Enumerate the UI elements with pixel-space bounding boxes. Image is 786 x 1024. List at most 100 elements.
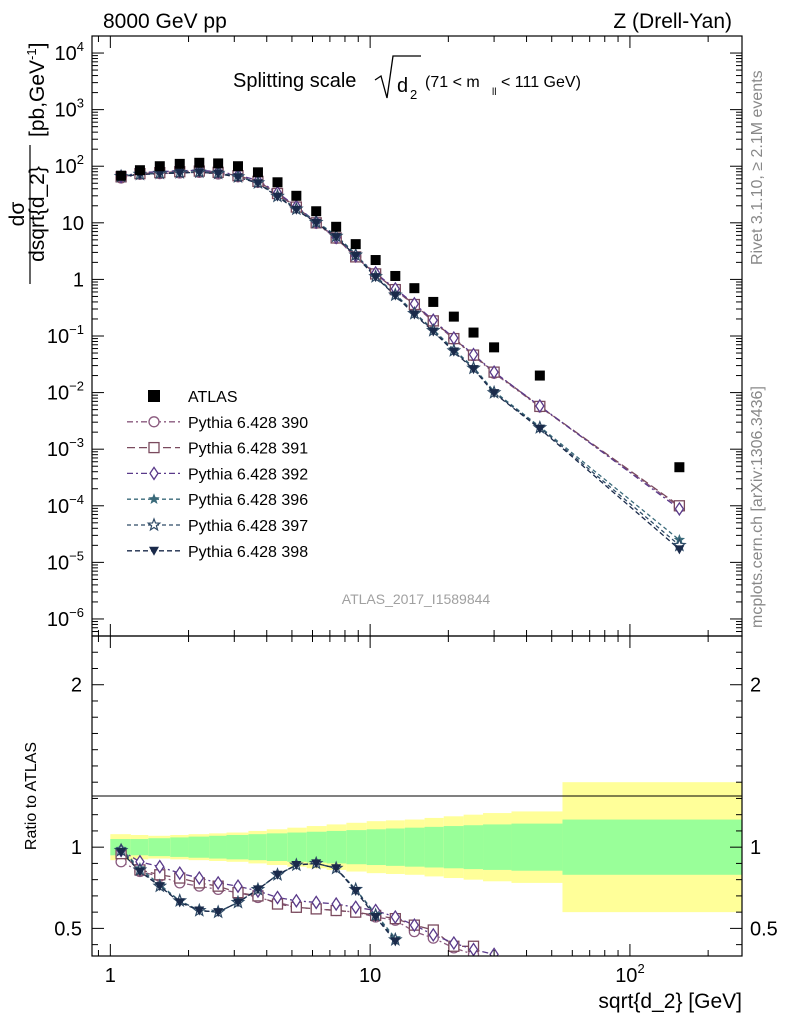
ratio-y-tick-labels: 0.5 0.5 1 1 2 2 <box>54 675 778 941</box>
inner-band-segment <box>443 826 464 869</box>
ratio-y-tick-label: 0.5 <box>54 918 82 940</box>
title-radicand-sub: 2 <box>410 87 417 102</box>
inner-band-segment <box>511 823 563 871</box>
ratio-y-tick-label: 2 <box>71 675 82 697</box>
atlas-point <box>468 327 479 338</box>
inner-band-segment <box>130 839 149 856</box>
inner-band-segment <box>170 837 189 857</box>
series-point <box>390 291 401 301</box>
ratio-series-point <box>232 898 243 908</box>
legend-label: Pythia 6.428 397 <box>188 518 308 535</box>
series-point <box>272 192 283 202</box>
inner-band-segment <box>209 835 227 859</box>
main-plot: 10−6 10−5 10−4 10−3 10−2 10−1 1 10 102 103 104 Spl… <box>6 35 743 637</box>
atlas-point <box>390 270 401 281</box>
inner-band-segment <box>226 834 249 860</box>
inner-band-segment <box>483 824 512 870</box>
inner-band-segment <box>385 828 405 866</box>
title-range-a: (71 < m <box>425 74 480 91</box>
atlas-point <box>534 370 545 381</box>
atlas-point <box>174 158 185 169</box>
y-tick-label: 104 <box>55 39 84 65</box>
legend: ATLAS Pythia 6.428 390 Pythia 6.428 391 Pyt… <box>127 389 308 561</box>
header-right: Z (Drell-Yan) <box>613 10 732 33</box>
legend-label: ATLAS <box>188 389 238 406</box>
inner-band-segment <box>248 834 267 861</box>
inner-band-segment <box>424 826 444 868</box>
series-point <box>252 179 263 189</box>
atlas-point <box>194 157 205 168</box>
legend-item: Pythia 6.428 396 <box>127 492 308 509</box>
mcplots-label: mcplots.cern.ch [arXiv:1306.3436] <box>749 386 766 628</box>
series-line <box>120 169 680 510</box>
ratio-series-point <box>291 893 302 908</box>
ratio-bands <box>110 782 742 913</box>
ratio-series-point <box>428 927 439 943</box>
atlas-point <box>409 283 420 294</box>
title-radicand: d <box>397 75 408 97</box>
main-y-axis-label: dσ dsqrt{d_2} [pb,GeV-1] <box>6 43 49 284</box>
series-point <box>291 205 302 215</box>
main-y-tick-labels: 10−6 10−5 10−4 10−3 10−2 10−1 1 10 102 103 104 <box>47 39 84 631</box>
ylabel-denominator: dsqrt{d_2} <box>26 166 49 262</box>
ratio-series-point <box>174 865 185 881</box>
legend-item: Pythia 6.428 398 <box>127 544 308 561</box>
atlas-point <box>291 190 302 201</box>
rivet-label: Rivet 3.1.10, ≥ 2.1M events <box>749 70 766 265</box>
x-tick-label: 10 <box>359 965 381 987</box>
series-point <box>213 169 224 179</box>
inner-band-segment <box>346 830 367 865</box>
y-tick-label: 10−1 <box>47 322 84 348</box>
ratio-series-point <box>409 917 420 933</box>
series-point <box>535 398 545 414</box>
y-tick-label: 10−4 <box>47 492 84 518</box>
y-tick-label: 10−6 <box>47 605 84 631</box>
main-data-points <box>116 157 685 473</box>
ratio-series-point <box>350 900 361 915</box>
y-tick-label: 10−3 <box>47 435 84 461</box>
ratio-series-point <box>291 861 302 871</box>
title-range-b: < 111 GeV) <box>501 74 581 91</box>
series-point <box>448 347 459 357</box>
legend-label: Pythia 6.428 392 <box>188 466 308 483</box>
legend-marker <box>148 441 160 454</box>
ylabel-numerator: dσ <box>6 202 29 227</box>
legend-marker <box>146 517 162 532</box>
series-point <box>534 424 545 434</box>
series-line <box>120 170 680 507</box>
ratio-series-point <box>272 890 283 905</box>
main-ticks <box>92 35 742 637</box>
inner-band-segment <box>188 836 210 858</box>
y-tick-label: 103 <box>55 96 84 122</box>
y-tick-label: 1 <box>73 269 84 291</box>
ratio-ticks <box>92 636 742 956</box>
ratio-series-point <box>331 864 342 874</box>
legend-marker <box>149 466 159 481</box>
series-point <box>489 364 499 380</box>
atlas-point <box>116 170 127 181</box>
ratio-series-point <box>449 935 459 951</box>
series-point <box>468 365 479 375</box>
atlas-point <box>428 296 439 307</box>
atlas-point <box>331 221 342 232</box>
legend-marker <box>148 390 160 402</box>
ratio-frame <box>91 635 743 957</box>
ratio-series-point <box>390 909 401 925</box>
title-range-sub: ll <box>492 87 496 98</box>
atlas-point <box>489 342 500 353</box>
x-tick-label: 102 <box>615 961 644 987</box>
ratio-y-tick-label: 1 <box>71 837 82 859</box>
ratio-series-point <box>194 870 205 886</box>
ratio-series-point <box>272 870 283 880</box>
ratio-series-point <box>350 887 361 897</box>
series-point <box>194 168 205 178</box>
ratio-series-point <box>155 859 165 874</box>
ratio-y-tick-label-right: 1 <box>750 837 761 859</box>
x-tick-labels: 1 10 102 <box>105 961 645 987</box>
ratio-series-point <box>311 859 322 869</box>
ratio-series-point <box>194 906 205 916</box>
ratio-series-point <box>154 882 165 892</box>
sqrt-sign-icon <box>374 55 421 99</box>
atlas-point <box>134 165 145 176</box>
y-tick-label: 10−5 <box>47 548 84 574</box>
